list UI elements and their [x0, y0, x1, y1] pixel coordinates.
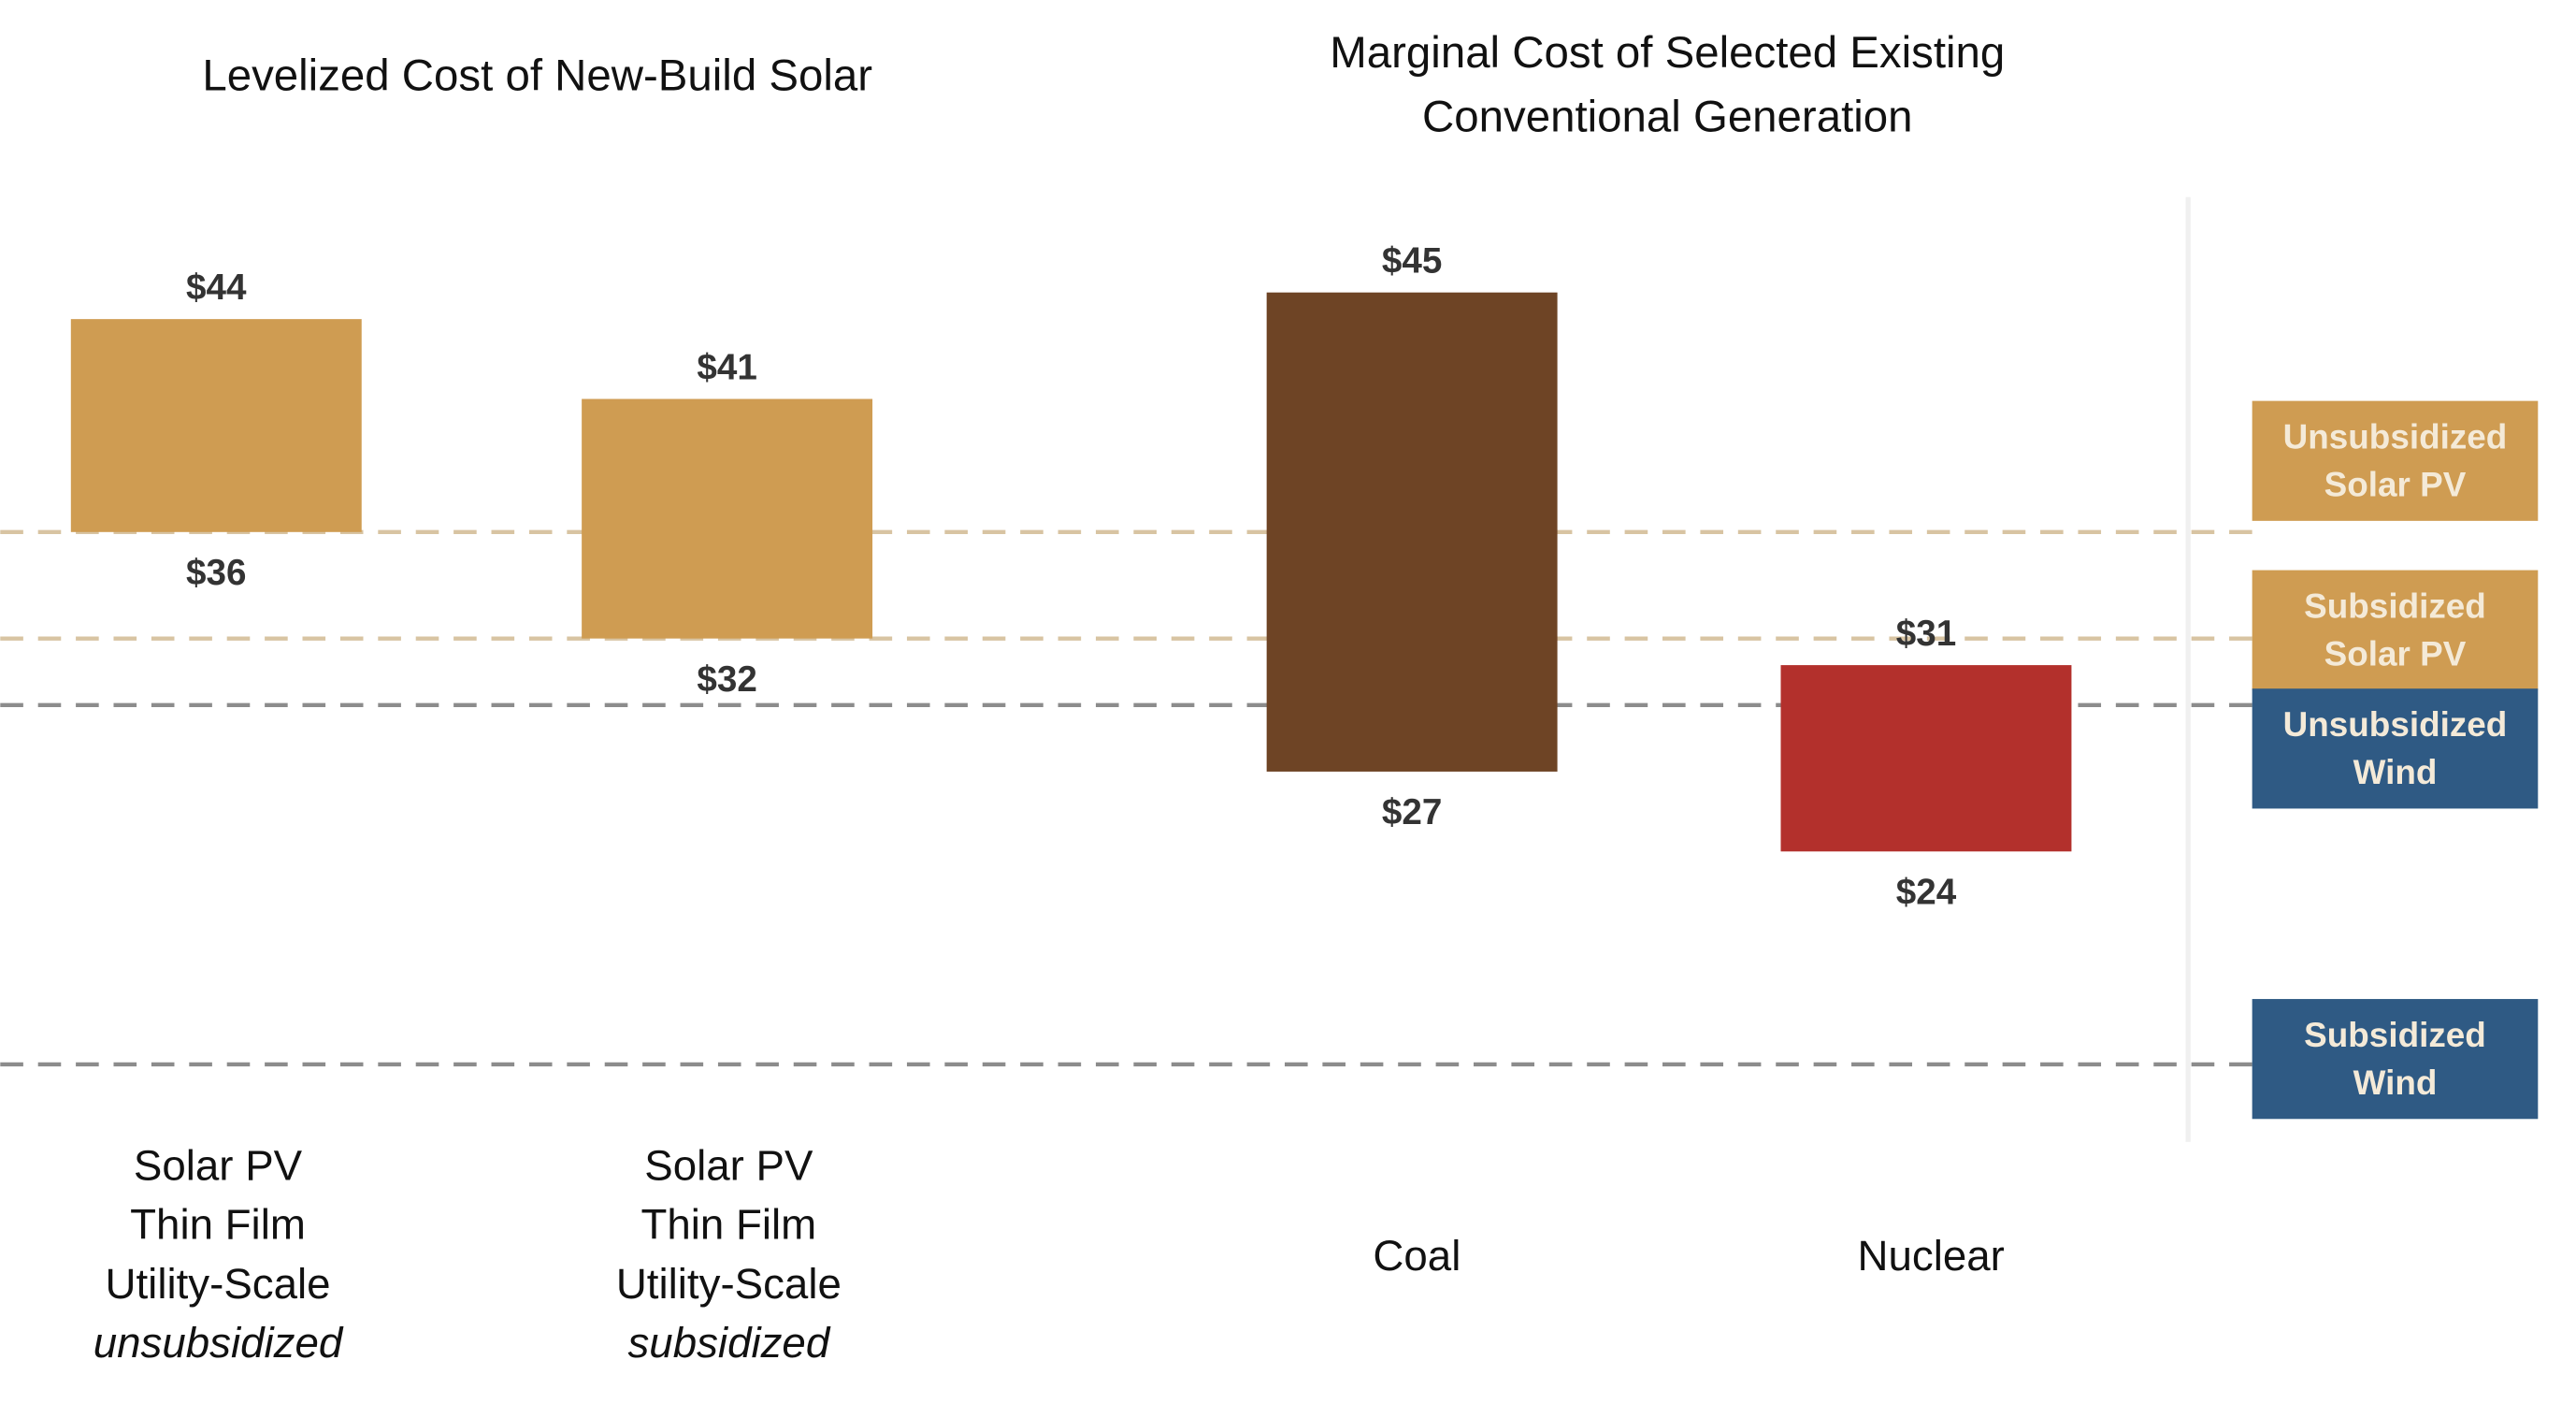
high-value-label: $44: [186, 268, 247, 308]
legend-label: Solar PV: [2324, 634, 2467, 673]
low-value-label: $27: [1382, 792, 1442, 832]
legend-label: Subsidized: [2304, 1016, 2486, 1054]
category-label: Thin Film: [640, 1201, 816, 1249]
category-label: Solar PV: [644, 1141, 813, 1189]
category-qualifier: unsubsidized: [94, 1319, 344, 1367]
legend-item: Unsubsidized Wind: [2252, 688, 2539, 809]
bar: [70, 319, 362, 532]
legend-label: Unsubsidized: [2283, 705, 2508, 744]
legend-label: Subsidized: [2304, 587, 2486, 626]
high-value-label: $31: [1896, 614, 1956, 654]
high-value-label: $45: [1382, 241, 1442, 282]
category-label: Utility-Scale: [616, 1260, 842, 1308]
group-title-solar: Levelized Cost of New-Build Solar: [202, 51, 872, 101]
legend-item: Unsubsidized Solar PV: [2252, 400, 2539, 521]
high-value-label: $41: [697, 347, 756, 387]
legend-label: Solar PV: [2324, 466, 2467, 504]
bar-group: $41 $32 Solar PV Thin Film Utility-Scale subs…: [582, 347, 873, 1367]
legend-label: Wind: [2353, 753, 2438, 791]
category-label: Solar PV: [134, 1141, 303, 1189]
legend-swatch: [2252, 400, 2539, 521]
bar-group: $44 $36 Solar PV Thin Film Utility-Scale unsu…: [70, 268, 362, 1367]
category-label: Coal: [1373, 1232, 1461, 1280]
legend-swatch: [2252, 570, 2539, 690]
legend-label: Wind: [2353, 1064, 2438, 1102]
bar: [1780, 665, 2072, 852]
bar-group: $45 $27 Coal: [1266, 241, 1558, 1280]
legend-item: Subsidized Solar PV: [2252, 570, 2539, 690]
group-title-conventional-line-1: Marginal Cost of Selected Existing: [1330, 28, 2005, 78]
bar: [582, 398, 873, 639]
bar-group: $31 $24 Nuclear: [1780, 614, 2072, 1280]
category-label: Nuclear: [1858, 1232, 2005, 1280]
low-value-label: $32: [697, 659, 756, 700]
legend-swatch: [2252, 688, 2539, 809]
group-title-conventional-line-2: Conventional Generation: [1422, 93, 1912, 142]
category-qualifier: subsidized: [627, 1319, 830, 1367]
low-value-label: $36: [186, 553, 246, 593]
category-label: Thin Film: [130, 1201, 306, 1249]
low-value-label: $24: [1896, 873, 1957, 913]
legend-label: Unsubsidized: [2283, 418, 2508, 456]
bar: [1266, 292, 1558, 772]
legend-swatch: [2252, 999, 2539, 1120]
category-label: Utility-Scale: [106, 1260, 331, 1308]
legend-item: Subsidized Wind: [2252, 999, 2539, 1120]
